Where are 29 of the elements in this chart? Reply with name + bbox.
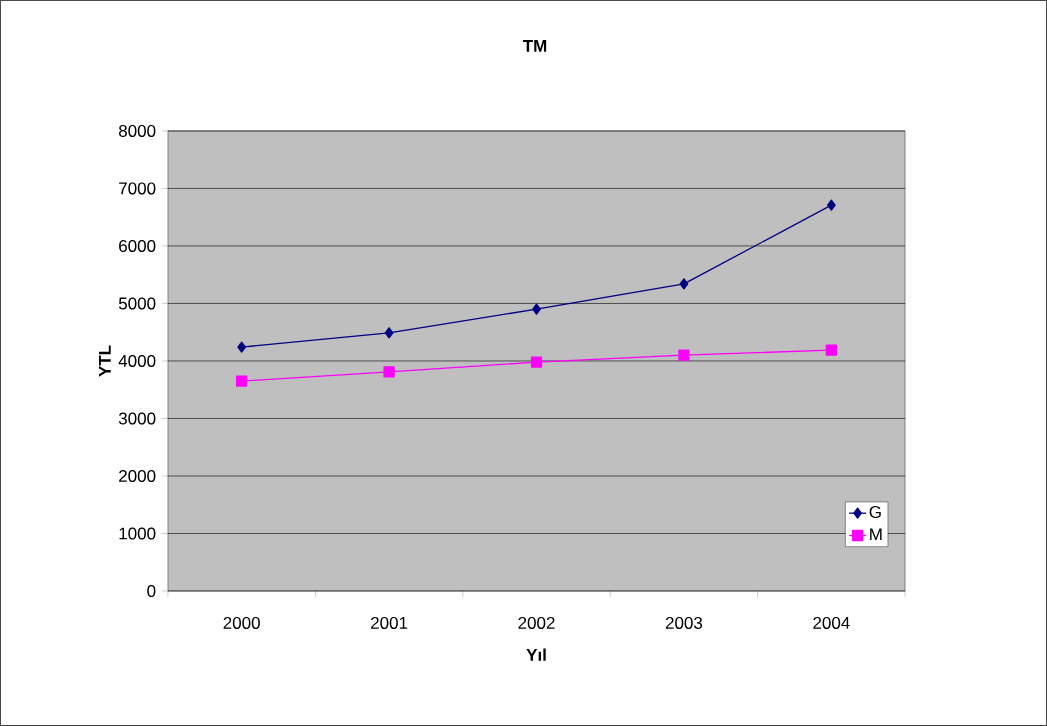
y-tick-label: 1000 — [119, 527, 156, 540]
y-axis-title: YTL — [99, 345, 111, 377]
x-tick-label: 2001 — [371, 616, 408, 629]
x-tick-label: 2004 — [813, 616, 850, 629]
y-tick-label: 2000 — [119, 470, 156, 483]
point — [826, 199, 836, 211]
y-tick-label: 3000 — [118, 412, 156, 425]
legend-label: G — [869, 506, 881, 519]
point — [384, 327, 394, 339]
point — [530, 356, 543, 368]
chart-title: TM — [522, 40, 547, 52]
y-tick-label: 5000 — [118, 297, 156, 310]
y-tick-label: 4000 — [118, 354, 156, 368]
legend-label: M — [870, 528, 882, 541]
point — [237, 341, 247, 353]
point — [532, 303, 541, 315]
x-tick-label: 2000 — [223, 616, 260, 629]
point — [383, 366, 395, 378]
y-tick-label: 7000 — [119, 182, 156, 195]
x-axis-title: Yıl — [526, 648, 546, 661]
point — [825, 344, 838, 356]
y-tick-label: 0 — [147, 585, 156, 598]
y-tick-label: 6000 — [119, 239, 156, 252]
point — [679, 278, 689, 290]
point — [678, 349, 690, 361]
x-tick-label: 2002 — [518, 616, 555, 629]
point — [236, 375, 248, 387]
y-tick-label: 8000 — [118, 124, 156, 137]
x-tick-label: 2003 — [665, 616, 703, 629]
